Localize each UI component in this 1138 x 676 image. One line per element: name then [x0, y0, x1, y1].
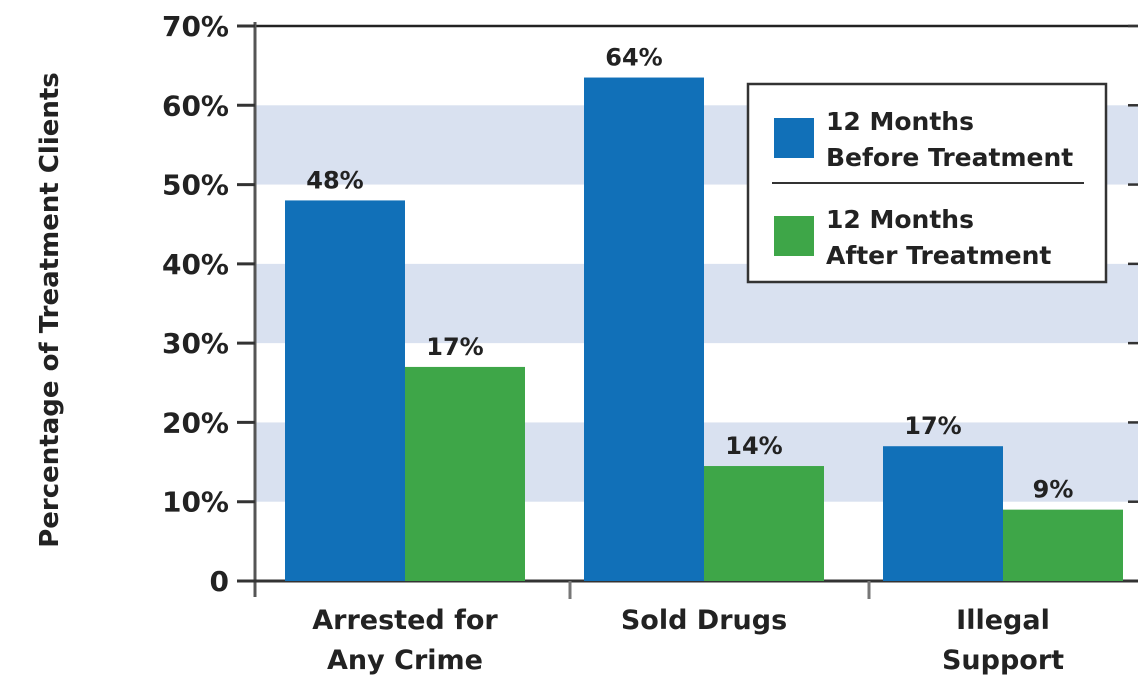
legend-label: Before Treatment: [826, 143, 1073, 172]
category-labels: Arrested for Any Crime Sold Drugs Illegal Su…: [312, 581, 1064, 676]
category-label: Any Crime: [327, 645, 483, 676]
y-tick-label: 30%: [162, 327, 229, 360]
y-tick-label: 50%: [162, 169, 229, 202]
legend-swatch: [774, 118, 814, 158]
legend-label: After Treatment: [826, 241, 1051, 270]
y-tick-label: 40%: [162, 248, 229, 281]
data-label: 64%: [605, 44, 662, 72]
data-label: 48%: [306, 166, 363, 194]
bar: [883, 446, 1003, 581]
bar: [704, 466, 824, 581]
data-labels: 48% 17% 64% 14% 17% 9%: [306, 44, 1073, 504]
bar: [584, 77, 704, 582]
bars: [285, 77, 1123, 582]
data-label: 17%: [904, 412, 961, 440]
data-label: 9%: [1033, 476, 1074, 504]
y-tick-label: 20%: [162, 406, 229, 439]
legend-swatch: [774, 216, 814, 256]
category-label: Support: [942, 645, 1064, 676]
legend: 12 Months Before Treatment 12 Months After …: [746, 82, 1108, 284]
y-tick-label: 10%: [162, 486, 229, 519]
bar: [285, 200, 405, 581]
bar: [405, 366, 525, 581]
data-label: 14%: [725, 432, 782, 460]
legend-label: 12 Months: [826, 205, 974, 234]
y-tick-label: 70%: [162, 10, 229, 43]
legend-label: 12 Months: [826, 107, 974, 136]
y-tick-label: 0: [210, 565, 229, 598]
bar: [1003, 509, 1123, 581]
y-tick-label: 60%: [162, 89, 229, 122]
y-axis-label: Percentage of Treatment Clients: [35, 72, 65, 548]
data-label: 17%: [426, 333, 483, 361]
category-label: Arrested for: [312, 605, 498, 636]
y-tick-labels: 0 10% 20% 30% 40% 50% 60% 70%: [162, 10, 229, 598]
category-label: Illegal: [956, 605, 1050, 636]
category-label: Sold Drugs: [621, 605, 787, 636]
